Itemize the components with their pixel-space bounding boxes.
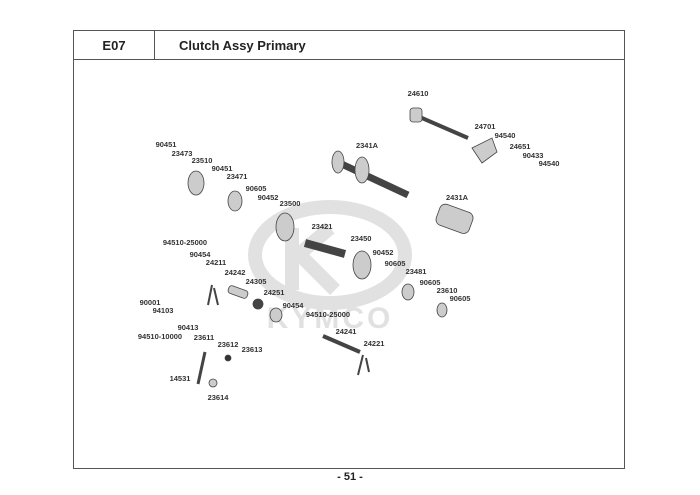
part-number-label: 94510-25000 — [162, 238, 208, 247]
part-number-label: 94510-25000 — [305, 310, 351, 319]
part-number-label: 23500 — [279, 199, 301, 208]
part-number-label: 24241 — [335, 327, 357, 336]
part-number-label: 24251 — [263, 288, 285, 297]
part-number-label: 2431A — [445, 193, 469, 202]
page-number: - 51 - — [337, 471, 363, 483]
part-number-label: 23510 — [191, 156, 213, 165]
part-number-label: 90605 — [245, 184, 267, 193]
part-number-label: 90413 — [177, 323, 199, 332]
part-number-label: 90433 — [522, 151, 544, 160]
part-number-label: 14531 — [169, 374, 191, 383]
part-number-label: 23450 — [350, 234, 372, 243]
part-number-label: 90454 — [282, 301, 304, 310]
part-number-label: 23610 — [436, 286, 458, 295]
part-number-label: 23614 — [207, 393, 229, 402]
part-number-label: 90452 — [257, 193, 279, 202]
svg-text:KYMCO: KYMCO — [267, 302, 394, 335]
part-number-label: 24701 — [474, 122, 496, 131]
part-number-label: 24610 — [407, 89, 429, 98]
part-number-label: 23613 — [241, 345, 263, 354]
part-number-label: 24305 — [245, 277, 267, 286]
part-number-label: 90451 — [211, 164, 233, 173]
part-number-label: 90605 — [449, 294, 471, 303]
part-number-label: 23473 — [171, 149, 193, 158]
part-number-label: 23612 — [217, 340, 239, 349]
part-number-label: 94540 — [538, 159, 560, 168]
part-number-label: 23481 — [405, 267, 427, 276]
section-header: E07 Clutch Assy Primary — [73, 30, 625, 60]
part-number-label: 90452 — [372, 248, 394, 257]
part-number-label: 23611 — [193, 333, 215, 342]
part-number-label: 90605 — [419, 278, 441, 287]
part-shapes — [187, 107, 498, 388]
part-number-label: 94103 — [152, 306, 174, 315]
diagram-frame — [73, 59, 625, 469]
part-number-label: 24651 — [509, 142, 531, 151]
part-number-label: 94510-10000 — [137, 332, 183, 341]
kymco-watermark-logo: KYMCO — [248, 200, 412, 335]
part-number-label: 90451 — [155, 140, 177, 149]
part-number-label: 23471 — [226, 172, 248, 181]
part-number-label: 23421 — [311, 222, 333, 231]
section-title: Clutch Assy Primary — [179, 37, 306, 53]
part-number-label: 24211 — [205, 258, 227, 267]
part-number-label: 2341A — [355, 141, 379, 150]
part-number-label: 24221 — [363, 339, 385, 348]
part-number-label: 90454 — [189, 250, 211, 259]
part-number-label: 24242 — [224, 268, 246, 277]
part-number-label: 90001 — [139, 298, 161, 307]
section-code: E07 — [74, 31, 155, 59]
part-number-label: 90605 — [384, 259, 406, 268]
part-number-label: 94540 — [494, 131, 516, 140]
